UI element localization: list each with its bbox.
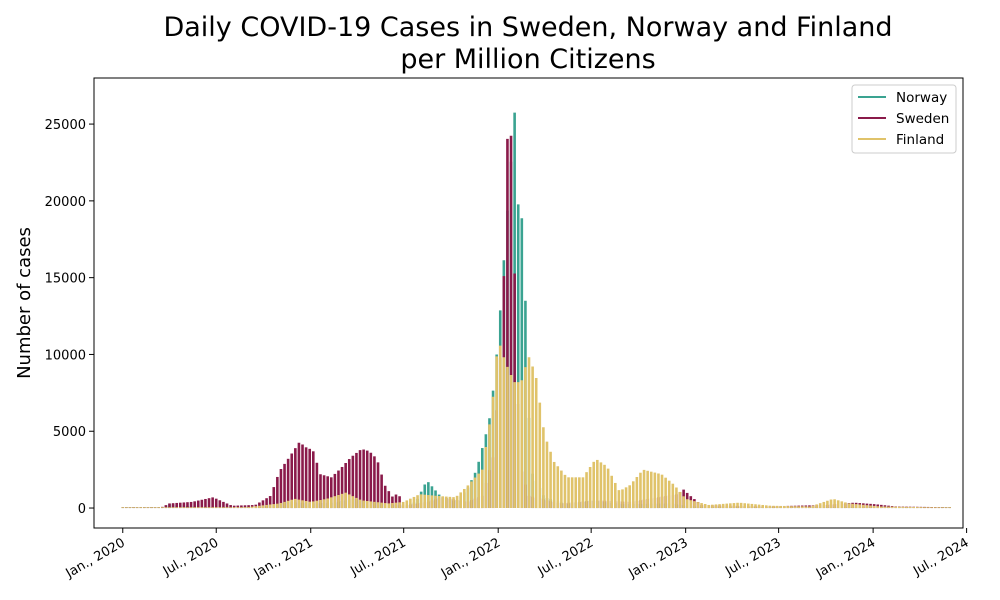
x-tick-label-4: Jan., 2022 [438,535,503,581]
chart-title-line-2: per Million Citizens [400,44,655,75]
x-tick-label-5: Jul., 2022 [535,535,596,579]
legend: Norway Sweden Finland [851,84,957,154]
legend-box [851,84,957,154]
x-tick-label-8: Jan., 2024 [813,535,878,581]
y-axis-label: Number of cases [14,227,35,379]
x-tick-label-7: Jul., 2023 [722,535,783,579]
x-axis: Jan., 2020 Jul., 2020 Jan., 2021 Jul., 2021… [63,528,972,582]
chart-title-line-1: Daily COVID-19 Cases in Sweden, Norway a… [163,12,892,43]
y-axis: 0 5000 10000 15000 20000 25000 [45,118,94,517]
y-tick-label-5: 25000 [45,118,86,133]
plot-frame [93,77,964,529]
legend-label-finland: Finland [896,132,944,148]
x-tick-label-3: Jul., 2021 [347,535,408,579]
y-tick-label-4: 20000 [45,195,86,210]
legend-label-norway: Norway [896,90,947,106]
x-tick-label-1: Jul., 2020 [160,535,221,579]
y-tick-label-1: 5000 [53,425,86,440]
y-tick-label-3: 15000 [45,272,86,287]
series-finland [121,345,951,509]
y-tick-label-2: 10000 [45,348,86,363]
x-tick-label-9: Jul., 2024 [910,535,971,579]
y-tick-label-0: 0 [78,502,86,517]
legend-label-sweden: Sweden [896,111,949,127]
x-tick-label-0: Jan., 2020 [63,535,128,581]
x-tick-label-2: Jan., 2021 [251,535,316,581]
series-bars [121,112,951,509]
x-tick-label-6: Jan., 2023 [626,535,691,581]
